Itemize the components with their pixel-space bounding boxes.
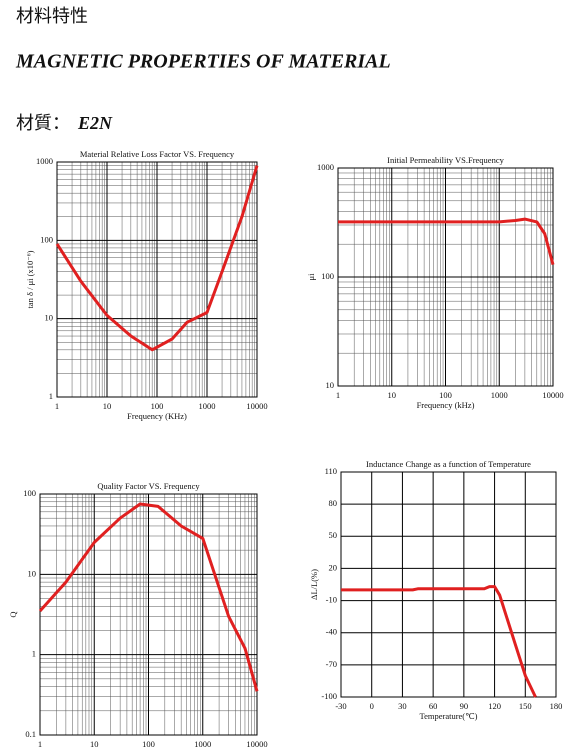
y-axis-label: ΔL/L(%): [309, 569, 319, 600]
material: E2N: [77, 113, 113, 133]
chart-title: Initial Permeability VS.Frequency: [387, 155, 504, 165]
y-tick-label: 10: [326, 380, 335, 390]
y-tick-label: -70: [326, 659, 337, 669]
x-tick-label: 100: [439, 390, 452, 400]
y-tick-label: 50: [329, 530, 338, 540]
x-axis-label: Temperature(℃): [419, 711, 477, 721]
y-tick-label: 100: [321, 271, 334, 281]
x-tick-label: 10000: [246, 739, 267, 749]
y-tick-label: -100: [321, 691, 337, 701]
y-tick-label: 1000: [317, 162, 334, 172]
x-tick-label: 1: [55, 401, 59, 411]
y-tick-label: -40: [326, 627, 337, 637]
data-line: [338, 217, 555, 265]
x-axis-label: Frequency (kHz): [417, 400, 475, 410]
y-tick-label: 110: [325, 466, 337, 476]
title-en: MAGNETIC PROPERTIES OF MATERIAL: [15, 51, 391, 73]
x-tick-label: 10: [388, 390, 397, 400]
data-line: [341, 585, 537, 698]
x-tick-label: 10000: [542, 390, 563, 400]
y-tick-label: 1: [49, 391, 53, 401]
chart-title: Inductance Change as a function of Tempe…: [366, 459, 531, 469]
data-line: [38, 502, 259, 692]
x-tick-label: 1: [336, 390, 340, 400]
x-tick-label: 10: [103, 401, 112, 411]
x-tick-label: -30: [335, 701, 346, 711]
y-axis-label: Q: [8, 611, 18, 617]
data-line: [55, 165, 259, 352]
x-tick-label: 0: [370, 701, 374, 711]
x-tick-label: 90: [460, 701, 469, 711]
material-label: 材質：: [16, 113, 70, 133]
y-axis-label: tan δ / μi (x10⁻⁶): [25, 250, 35, 308]
x-tick-label: 30: [398, 701, 407, 711]
title-zh: 材料特性: [16, 6, 88, 26]
x-tick-label: 1000: [491, 390, 508, 400]
y-axis-label: μi: [306, 273, 316, 281]
y-tick-label: 1: [32, 649, 36, 659]
x-axis-label: Frequency (KHz): [127, 411, 187, 421]
x-tick-label: 150: [519, 701, 532, 711]
x-tick-label: 120: [488, 701, 501, 711]
y-tick-label: 100: [23, 488, 36, 498]
x-tick-label: 1: [38, 739, 42, 749]
x-tick-label: 180: [550, 701, 563, 711]
x-tick-label: 10000: [246, 401, 267, 411]
chart-title: Material Relative Loss Factor VS. Freque…: [80, 149, 235, 159]
y-tick-label: 80: [329, 498, 338, 508]
y-tick-label: -10: [326, 595, 337, 605]
chart-title: Quality Factor VS. Frequency: [97, 481, 200, 491]
x-tick-label: 100: [151, 401, 164, 411]
x-tick-label: 10: [90, 739, 99, 749]
y-tick-label: 100: [40, 234, 53, 244]
y-tick-label: 10: [45, 313, 54, 323]
y-tick-label: 0.1: [25, 729, 36, 739]
x-tick-label: 1000: [194, 739, 211, 749]
x-tick-label: 100: [142, 739, 155, 749]
plot-area: [340, 471, 557, 698]
y-tick-label: 10: [28, 568, 37, 578]
x-tick-label: 60: [429, 701, 438, 711]
x-axis-label: Frequency (KHz): [119, 749, 179, 750]
x-tick-label: 1000: [199, 401, 216, 411]
y-tick-label: 20: [329, 562, 338, 572]
y-tick-label: 1000: [36, 156, 53, 166]
